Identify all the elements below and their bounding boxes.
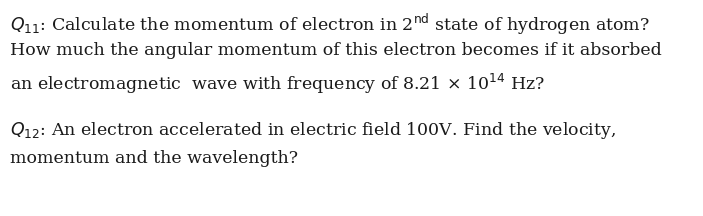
Text: How much the angular momentum of this electron becomes if it absorbed: How much the angular momentum of this el… bbox=[10, 42, 662, 59]
Text: $\mathit{Q}_{11}$: Calculate the momentum of electron in 2$^{\mathrm{nd}}$ state: $\mathit{Q}_{11}$: Calculate the momentu… bbox=[10, 12, 650, 37]
Text: $\mathit{Q}_{12}$: An electron accelerated in electric field 100V. Find the velo: $\mathit{Q}_{12}$: An electron accelerat… bbox=[10, 120, 616, 141]
Text: momentum and the wavelength?: momentum and the wavelength? bbox=[10, 150, 298, 167]
Text: an electromagnetic  wave with frequency of 8.21 × 10$^{\mathrm{14}}$ Hz?: an electromagnetic wave with frequency o… bbox=[10, 72, 545, 96]
